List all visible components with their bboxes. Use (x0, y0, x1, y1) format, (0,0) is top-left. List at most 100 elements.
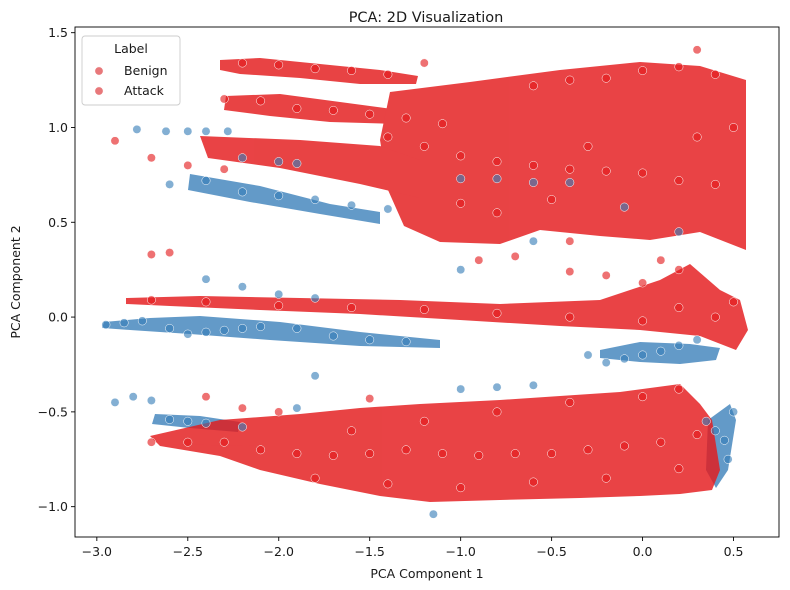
point-attack (256, 96, 266, 106)
point-benign (723, 454, 733, 464)
point-attack (347, 426, 356, 436)
point-attack (638, 392, 648, 402)
point-attack (601, 166, 611, 176)
point-benign (428, 509, 438, 519)
point-attack (674, 303, 684, 313)
point-benign (128, 392, 138, 402)
point-attack (565, 312, 575, 322)
point-benign (201, 418, 211, 428)
x-tick-label: −1.0 (445, 544, 475, 559)
point-attack (201, 297, 211, 307)
point-benign (237, 153, 247, 163)
point-attack (219, 164, 229, 174)
point-benign (619, 354, 629, 364)
point-attack (274, 60, 284, 70)
point-benign (237, 323, 247, 333)
point-attack (528, 81, 538, 91)
point-attack (274, 301, 284, 311)
legend-marker-benign (94, 66, 104, 76)
point-attack (383, 69, 393, 79)
point-attack (383, 132, 393, 142)
attack-lower-band (150, 384, 720, 502)
point-attack (656, 437, 666, 447)
benign-band-upper (188, 174, 380, 224)
point-attack (638, 66, 648, 76)
point-attack (237, 58, 247, 68)
point-benign (237, 422, 247, 432)
y-tick-label: 0.0 (48, 310, 68, 325)
benign-points (101, 124, 738, 519)
point-benign (638, 350, 648, 360)
legend: Label Benign Attack (81, 35, 181, 106)
point-benign (161, 126, 171, 136)
legend-label-benign: Benign (124, 63, 168, 78)
point-attack (146, 250, 156, 259)
point-attack (710, 69, 720, 79)
point-attack (565, 267, 575, 277)
point-attack (292, 449, 302, 459)
point-benign (583, 350, 593, 360)
point-attack (201, 392, 211, 402)
attack-bands (126, 58, 748, 502)
legend-marker-attack (94, 86, 104, 96)
point-benign (528, 380, 538, 390)
point-attack (365, 394, 375, 404)
attack-band-top (224, 94, 400, 124)
x-tick-label: −0.5 (536, 544, 566, 559)
y-tick-label: 1.0 (48, 120, 68, 135)
point-benign (310, 293, 320, 303)
point-benign (274, 157, 284, 167)
point-benign (656, 346, 666, 356)
point-attack (492, 308, 502, 318)
y-tick-label: 0.5 (48, 215, 68, 230)
point-benign (456, 174, 466, 184)
point-attack (347, 66, 356, 76)
point-attack (292, 104, 302, 113)
point-attack (419, 305, 429, 314)
point-benign (310, 195, 320, 204)
point-attack (146, 437, 156, 447)
point-attack (510, 251, 520, 261)
point-benign (692, 335, 702, 345)
point-attack (528, 160, 538, 170)
point-attack (110, 136, 120, 146)
point-attack (674, 176, 684, 186)
point-attack (347, 303, 356, 313)
point-attack (256, 445, 266, 455)
point-attack (565, 75, 575, 85)
x-axis-label: PCA Component 1 (370, 566, 483, 581)
point-benign (292, 159, 302, 168)
plot-frame (74, 26, 780, 538)
point-attack (310, 64, 320, 74)
point-attack (601, 473, 611, 483)
point-benign (619, 202, 629, 212)
point-attack (656, 255, 666, 265)
point-attack (729, 123, 738, 132)
y-tick-label: −0.5 (38, 404, 68, 419)
point-attack (237, 403, 247, 413)
point-attack (583, 445, 593, 455)
attack-middle-band (126, 264, 748, 350)
point-attack (638, 168, 648, 178)
point-benign (456, 265, 466, 275)
point-attack (474, 451, 484, 460)
point-benign (201, 327, 211, 337)
point-benign (165, 323, 175, 333)
point-attack (419, 58, 429, 68)
point-attack (438, 449, 447, 459)
point-benign (328, 331, 338, 341)
point-attack (601, 73, 611, 83)
point-benign (347, 200, 356, 210)
point-attack (438, 119, 447, 129)
benign-bands (102, 174, 736, 488)
benign-band-middle (102, 316, 440, 348)
point-attack (165, 248, 175, 258)
point-attack (401, 445, 411, 455)
point-benign (565, 178, 575, 187)
point-attack (365, 449, 375, 459)
point-attack (674, 62, 684, 72)
point-benign (183, 329, 193, 339)
point-benign (401, 337, 411, 347)
point-attack (692, 45, 702, 55)
